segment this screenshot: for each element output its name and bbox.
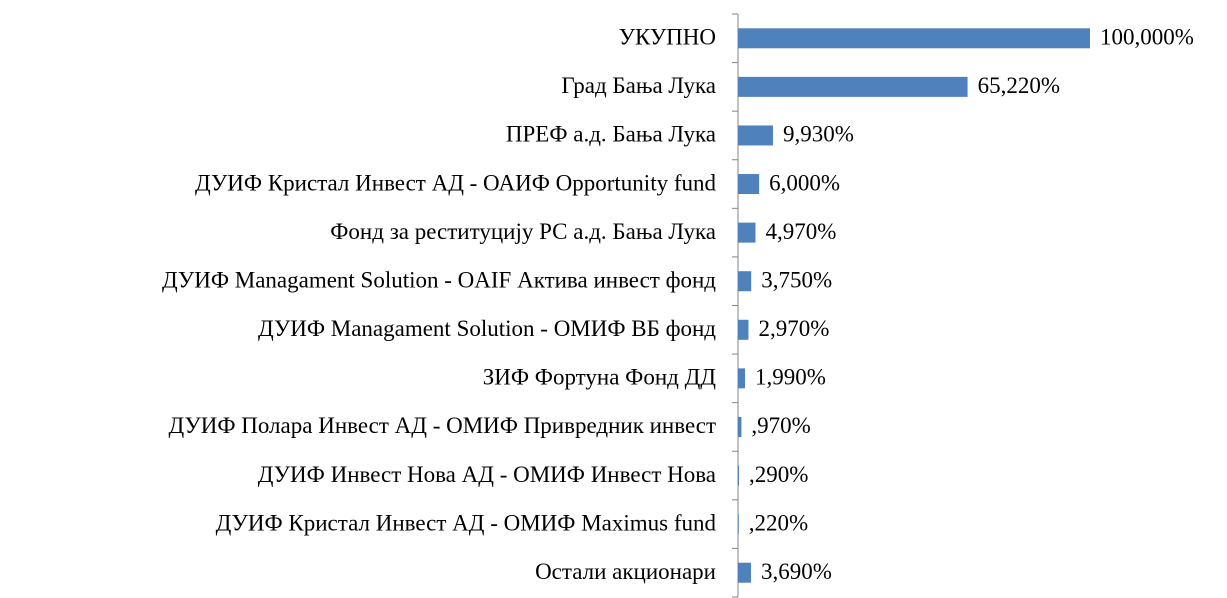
y-tick-label: ДУИФ Инвест Нова АД - ОМИФ Инвест Нова (258, 462, 716, 487)
value-label: 65,220% (978, 73, 1060, 98)
bar (738, 76, 968, 97)
y-tick-label: ДУИФ Полара Инвест АД - ОМИФ Привредник … (168, 413, 716, 438)
bar (738, 28, 1090, 49)
value-label: 3,750% (761, 267, 832, 292)
bar (738, 174, 760, 195)
value-label: 1,990% (755, 365, 826, 390)
value-label: 4,970% (765, 219, 836, 244)
y-tick-label: ДУИФ Кристал Инвест АД - ОАИФ Opportunit… (195, 170, 716, 195)
bar (738, 514, 739, 535)
bar (738, 222, 756, 243)
bar (738, 319, 749, 340)
y-tick-label: УКУПНО (619, 25, 716, 50)
value-label: ,970% (751, 413, 810, 438)
bar (738, 562, 751, 583)
bar (738, 125, 773, 146)
y-tick-label: ПРЕФ а.д. Бања Лука (506, 122, 716, 147)
value-label: 100,000% (1100, 25, 1194, 50)
bar (738, 416, 742, 437)
value-label: 9,930% (783, 122, 854, 147)
value-label: ,220% (749, 510, 808, 535)
y-tick-label: ДУИФ Кристал Инвест АД - ОМИФ Maximus fu… (216, 510, 717, 535)
value-label: 2,970% (758, 316, 829, 341)
value-label: ,290% (749, 462, 808, 487)
y-tick-label: Фонд за реституцију РС а.д. Бања Лука (330, 219, 716, 244)
y-tick-label: ДУИФ Managament Solution - OAIF Актива и… (162, 267, 716, 292)
y-tick-label: ДУИФ Managament Solution - ОМИФ ВБ фонд (258, 316, 716, 341)
y-tick-label: ЗИФ Фортуна Фонд ДД (483, 365, 717, 390)
value-label: 6,000% (769, 170, 840, 195)
y-tick-label: Остали акционари (535, 559, 716, 584)
bar (738, 465, 740, 486)
bar (738, 271, 752, 292)
y-tick-label: Град Бања Лука (561, 73, 716, 98)
bar (738, 368, 746, 389)
value-label: 3,690% (761, 559, 832, 584)
